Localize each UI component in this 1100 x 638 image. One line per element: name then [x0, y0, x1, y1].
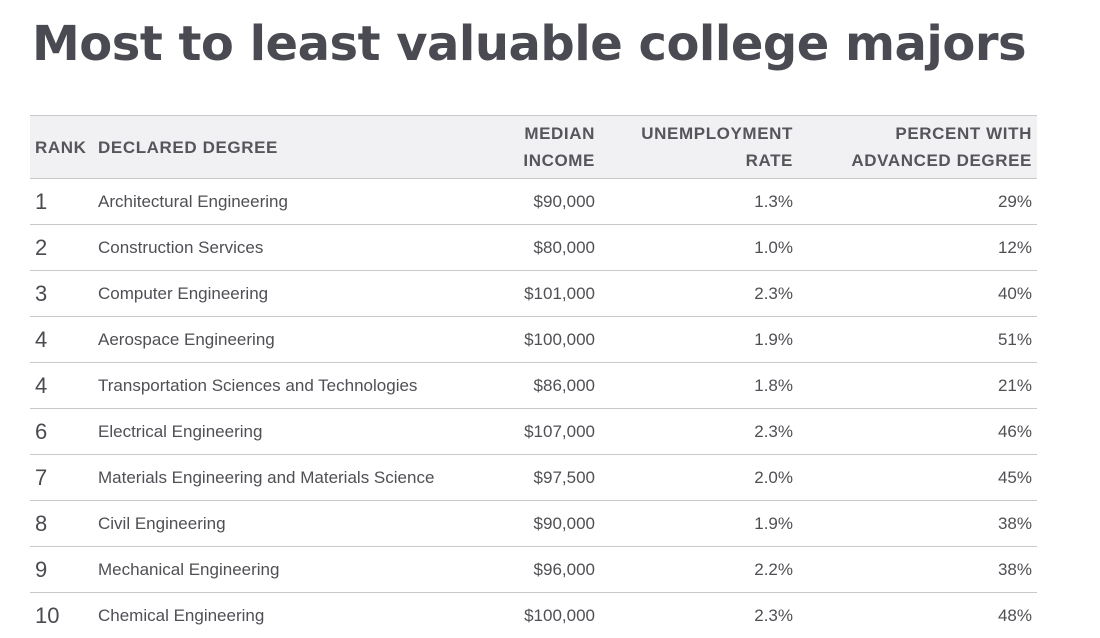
cell-unemployment-rate: 2.3% — [600, 271, 798, 317]
page-title: Most to least valuable college majors — [32, 14, 1026, 74]
header-declared-degree: DECLARED DEGREE — [93, 116, 450, 179]
cell-percent-advanced-degree: 29% — [798, 179, 1037, 225]
cell-declared-degree: Electrical Engineering — [93, 409, 450, 455]
cell-unemployment-rate: 2.3% — [600, 409, 798, 455]
cell-rank: 4 — [30, 317, 93, 363]
header-unemployment-rate-line2: RATE — [605, 147, 793, 174]
table-body: 1 Architectural Engineering $90,000 1.3%… — [30, 179, 1037, 638]
table-header: RANK DECLARED DEGREE MEDIAN INCOME UNEMP… — [30, 116, 1037, 179]
cell-declared-degree: Materials Engineering and Materials Scie… — [93, 455, 450, 501]
cell-percent-advanced-degree: 21% — [798, 363, 1037, 409]
cell-unemployment-rate: 2.2% — [600, 547, 798, 593]
header-rank: RANK — [30, 116, 93, 179]
header-unemployment-rate-line1: UNEMPLOYMENT — [605, 120, 793, 147]
cell-percent-advanced-degree: 40% — [798, 271, 1037, 317]
table-row: 9 Mechanical Engineering $96,000 2.2% 38… — [30, 547, 1037, 593]
cell-unemployment-rate: 1.9% — [600, 501, 798, 547]
cell-median-income: $107,000 — [450, 409, 600, 455]
cell-unemployment-rate: 1.0% — [600, 225, 798, 271]
cell-median-income: $86,000 — [450, 363, 600, 409]
header-percent-advanced-degree: PERCENT WITH ADVANCED DEGREE — [798, 116, 1037, 179]
table-row: 8 Civil Engineering $90,000 1.9% 38% — [30, 501, 1037, 547]
cell-declared-degree: Architectural Engineering — [93, 179, 450, 225]
cell-rank: 9 — [30, 547, 93, 593]
cell-median-income: $100,000 — [450, 593, 600, 638]
header-median-income-line2: INCOME — [455, 147, 595, 174]
cell-percent-advanced-degree: 46% — [798, 409, 1037, 455]
cell-rank: 10 — [30, 593, 93, 638]
cell-declared-degree: Computer Engineering — [93, 271, 450, 317]
table-row: 4 Transportation Sciences and Technologi… — [30, 363, 1037, 409]
table-row: 6 Electrical Engineering $107,000 2.3% 4… — [30, 409, 1037, 455]
cell-median-income: $96,000 — [450, 547, 600, 593]
majors-table: RANK DECLARED DEGREE MEDIAN INCOME UNEMP… — [30, 115, 1037, 638]
cell-declared-degree: Civil Engineering — [93, 501, 450, 547]
cell-median-income: $80,000 — [450, 225, 600, 271]
header-percent-advanced-degree-line1: PERCENT WITH — [803, 120, 1032, 147]
cell-rank: 1 — [30, 179, 93, 225]
header-unemployment-rate: UNEMPLOYMENT RATE — [600, 116, 798, 179]
cell-unemployment-rate: 2.3% — [600, 593, 798, 638]
cell-declared-degree: Aerospace Engineering — [93, 317, 450, 363]
cell-percent-advanced-degree: 45% — [798, 455, 1037, 501]
cell-declared-degree: Mechanical Engineering — [93, 547, 450, 593]
cell-unemployment-rate: 1.9% — [600, 317, 798, 363]
cell-percent-advanced-degree: 12% — [798, 225, 1037, 271]
table-row: 2 Construction Services $80,000 1.0% 12% — [30, 225, 1037, 271]
cell-rank: 6 — [30, 409, 93, 455]
cell-percent-advanced-degree: 38% — [798, 501, 1037, 547]
table-row: 1 Architectural Engineering $90,000 1.3%… — [30, 179, 1037, 225]
cell-unemployment-rate: 2.0% — [600, 455, 798, 501]
table-row: 7 Materials Engineering and Materials Sc… — [30, 455, 1037, 501]
cell-declared-degree: Chemical Engineering — [93, 593, 450, 638]
table-row: 4 Aerospace Engineering $100,000 1.9% 51… — [30, 317, 1037, 363]
cell-rank: 2 — [30, 225, 93, 271]
cell-median-income: $90,000 — [450, 501, 600, 547]
cell-unemployment-rate: 1.8% — [600, 363, 798, 409]
cell-declared-degree: Construction Services — [93, 225, 450, 271]
cell-median-income: $90,000 — [450, 179, 600, 225]
table-row: 10 Chemical Engineering $100,000 2.3% 48… — [30, 593, 1037, 638]
cell-percent-advanced-degree: 38% — [798, 547, 1037, 593]
cell-rank: 7 — [30, 455, 93, 501]
cell-percent-advanced-degree: 48% — [798, 593, 1037, 638]
header-percent-advanced-degree-line2: ADVANCED DEGREE — [803, 147, 1032, 174]
cell-median-income: $101,000 — [450, 271, 600, 317]
cell-median-income: $97,500 — [450, 455, 600, 501]
cell-declared-degree: Transportation Sciences and Technologies — [93, 363, 450, 409]
cell-unemployment-rate: 1.3% — [600, 179, 798, 225]
header-median-income: MEDIAN INCOME — [450, 116, 600, 179]
table-row: 3 Computer Engineering $101,000 2.3% 40% — [30, 271, 1037, 317]
table-header-row: RANK DECLARED DEGREE MEDIAN INCOME UNEMP… — [30, 116, 1037, 179]
header-median-income-line1: MEDIAN — [455, 120, 595, 147]
cell-rank: 4 — [30, 363, 93, 409]
cell-rank: 3 — [30, 271, 93, 317]
majors-table-container: RANK DECLARED DEGREE MEDIAN INCOME UNEMP… — [30, 115, 1037, 638]
cell-median-income: $100,000 — [450, 317, 600, 363]
cell-percent-advanced-degree: 51% — [798, 317, 1037, 363]
cell-rank: 8 — [30, 501, 93, 547]
